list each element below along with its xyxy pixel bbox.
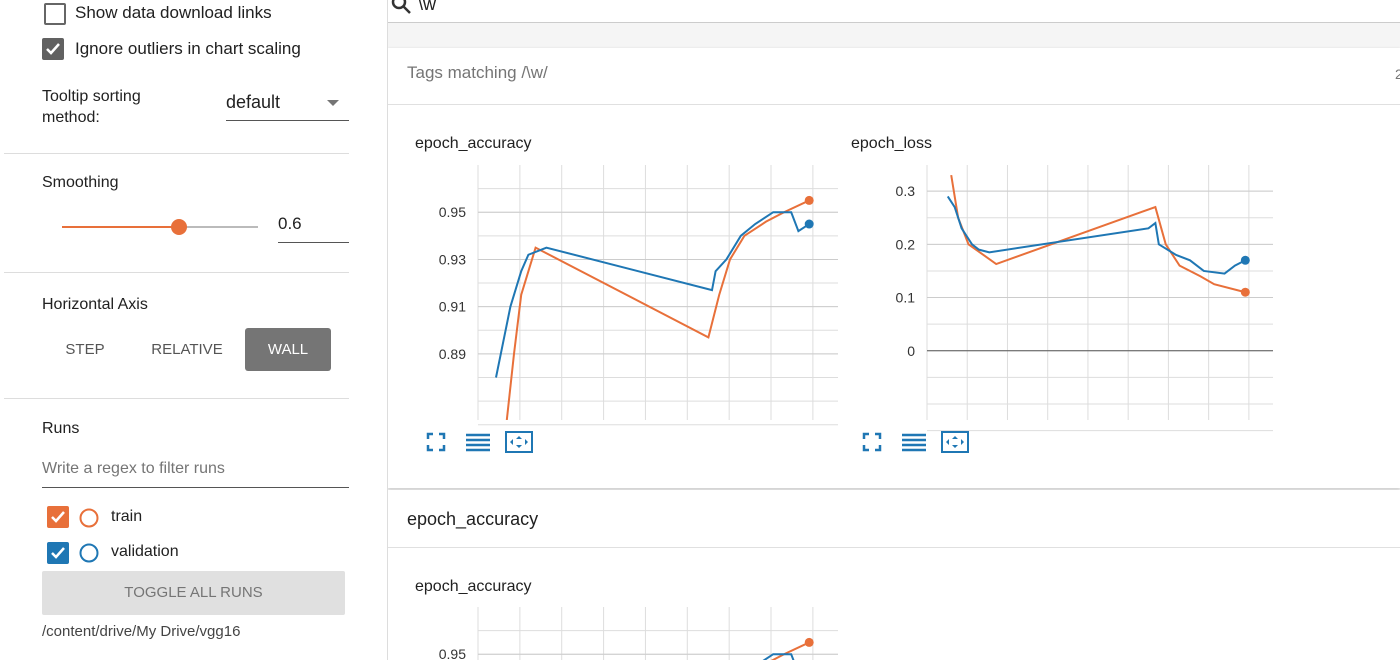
run-name: validation <box>111 543 179 560</box>
y-tick-label: 0.2 <box>896 236 916 252</box>
log-scale-button[interactable] <box>466 433 490 452</box>
search-query: \w <box>418 0 436 14</box>
checkbox[interactable] <box>47 506 69 528</box>
series-line <box>946 195 1246 275</box>
runs-filter[interactable]: Write a regex to filter runs <box>42 460 349 488</box>
slider[interactable] <box>55 215 265 239</box>
series-end-point <box>1240 287 1250 297</box>
toggle-button[interactable]: TOGGLE ALL RUNS <box>42 571 345 615</box>
fullscreen-button[interactable] <box>426 432 446 452</box>
main: \w Tags matching /\w/ 2 epoch_accuracy e… <box>388 0 1400 660</box>
chart-title: epoch_loss <box>851 135 932 152</box>
run-color[interactable] <box>78 507 100 529</box>
series-end-point <box>1240 255 1250 265</box>
icon <box>505 431 533 453</box>
chart-toolbar <box>426 431 533 453</box>
checkbox[interactable] <box>44 3 66 25</box>
y-tick-label: 0.89 <box>439 346 466 362</box>
series-line <box>762 653 795 660</box>
series-end-point <box>804 637 814 647</box>
chart: epoch_loss 0 0.1 0.2 0.3 <box>851 135 1273 453</box>
icon <box>941 431 969 453</box>
card-count: 2 <box>1395 66 1400 82</box>
series-line <box>770 641 810 660</box>
check-icon <box>51 511 65 523</box>
fullscreen-button[interactable] <box>862 432 882 452</box>
card-title: Tags matching /\w/ <box>407 63 548 82</box>
icon <box>946 436 964 448</box>
search-icon <box>391 0 411 14</box>
check-icon <box>46 43 60 55</box>
label: Horizontal Axis <box>42 296 148 313</box>
sidebar: Show data download links Ignore outliers… <box>0 0 388 660</box>
fit-domain-button[interactable] <box>505 431 533 453</box>
y-tick-label: 0 <box>907 343 915 359</box>
card-header <box>388 490 1400 548</box>
axis-button[interactable]: RELATIVE <box>151 341 223 358</box>
label: Ignore outliers in chart scaling <box>75 39 301 58</box>
check-icon <box>51 547 65 559</box>
y-tick-label: 0.1 <box>896 290 916 306</box>
label: Runs <box>42 420 80 437</box>
divider <box>4 153 349 154</box>
label: Tooltip sorting method: <box>42 88 141 126</box>
run-color[interactable] <box>78 542 100 564</box>
chart-toolbar <box>862 431 969 453</box>
run-name: train <box>111 508 143 525</box>
chart-title: epoch_accuracy <box>415 135 532 152</box>
search-bar[interactable]: \w <box>388 0 1400 23</box>
axis-button[interactable]: STEP <box>65 341 105 358</box>
y-tick-label: 0.3 <box>896 183 916 199</box>
dropdown-value: default <box>226 92 281 112</box>
label: Show data download links <box>75 3 272 22</box>
fit-domain-button[interactable] <box>941 431 969 453</box>
card-header <box>388 48 1400 105</box>
dropdown[interactable]: default <box>226 92 349 121</box>
y-tick-label: 0.93 <box>439 251 466 267</box>
axis-button[interactable]: WALL <box>245 328 331 371</box>
icon <box>862 432 882 452</box>
chart: epoch_accuracy 0.89 0.91 0.93 0.95 <box>415 135 838 453</box>
series-line <box>495 211 810 378</box>
y-tick-label: 0.91 <box>439 299 466 315</box>
divider <box>4 398 349 399</box>
smoothing-input[interactable]: 0.6 <box>278 214 349 243</box>
checkbox[interactable] <box>47 542 69 564</box>
series-line <box>950 174 1246 294</box>
divider <box>4 272 349 273</box>
series-end-point <box>804 195 814 205</box>
label: Smoothing <box>42 174 119 191</box>
chart-title: epoch_accuracy <box>415 578 532 595</box>
series-line <box>505 199 810 420</box>
section-card: epoch_accuracy <box>388 490 1400 660</box>
series-end-point <box>804 219 814 229</box>
logdir: /content/drive/My Drive/vgg16 <box>42 623 241 640</box>
log-scale-button[interactable] <box>902 433 926 452</box>
icon <box>510 436 528 448</box>
y-tick-label: 0.95 <box>439 646 466 660</box>
icon <box>426 432 446 452</box>
y-tick-label: 0.95 <box>439 204 466 220</box>
dropdown-arrow <box>327 100 339 106</box>
checkbox[interactable] <box>42 38 64 60</box>
section-title: epoch_accuracy <box>407 509 539 529</box>
